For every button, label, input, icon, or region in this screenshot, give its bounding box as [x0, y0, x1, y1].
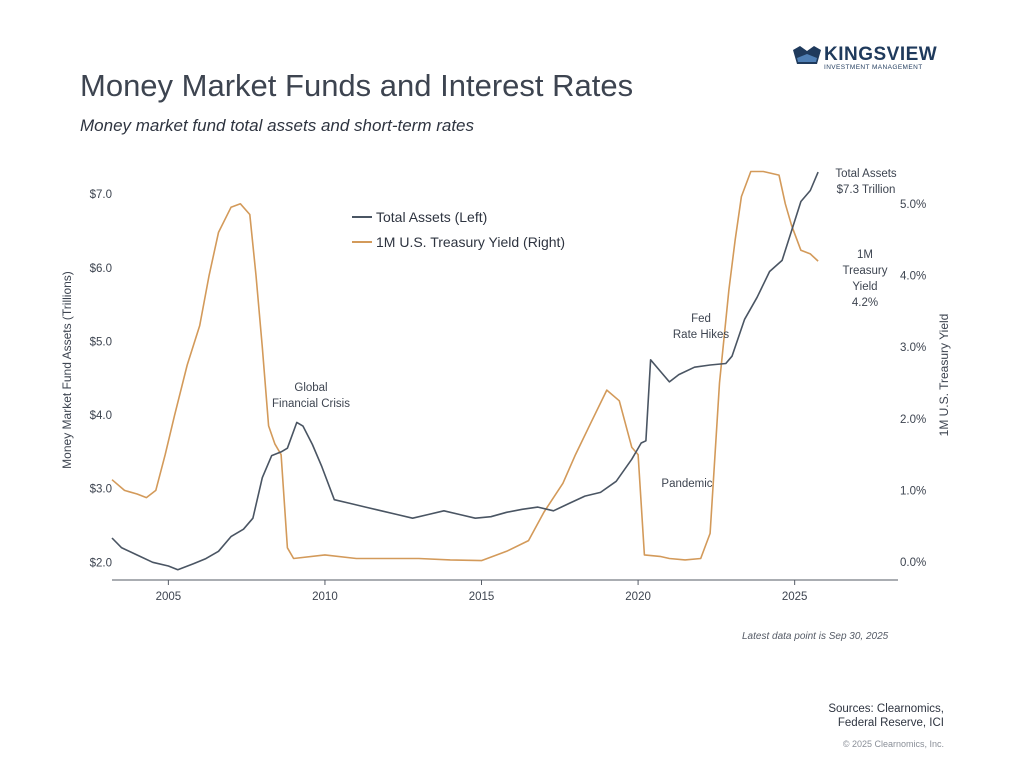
annotation-yield: Yield: [852, 281, 877, 293]
x-tick-label: 2020: [625, 591, 651, 603]
legend-label-assets: Total Assets (Left): [376, 209, 487, 225]
chart-axes: 2005 2010 2015 2020 2025 $2.0 $3.0 $4.0 $5.0 $6.0…: [60, 189, 951, 603]
crown-icon: [793, 46, 821, 64]
total-assets-line: [111, 171, 819, 571]
chart-legend: Total Assets (Left) 1M U.S. Treasury Yiel…: [352, 209, 565, 250]
x-tick-label: 2025: [782, 591, 808, 603]
y-right-tick-label: 3.0%: [900, 342, 926, 354]
annotation-pandemic: Pandemic: [661, 478, 712, 490]
y-left-tick-label: $2.0: [90, 557, 112, 569]
latest-data-note: Latest data point is Sep 30, 2025: [742, 631, 889, 642]
y-right-axis-title: 1M U.S. Treasury Yield: [937, 314, 951, 437]
y-right-tick-label: 4.0%: [900, 270, 926, 282]
y-left-tick-label: $3.0: [90, 484, 112, 496]
sources-note: Sources: Clearnomics, Federal Reserve, I…: [828, 702, 944, 730]
annotation-gfc: Global: [294, 382, 327, 394]
treasury-yield-line: [111, 170, 819, 562]
chart-series: [111, 170, 819, 571]
sources-line-1: Sources: Clearnomics,: [828, 703, 944, 715]
y-right-tick-label: 0.0%: [900, 557, 926, 569]
page-title: Money Market Funds and Interest Rates: [80, 68, 634, 103]
brand-logo: KINGSVIEW INVESTMENT MANAGEMENT: [793, 44, 937, 72]
annotation-total: $7.3 Trillion: [837, 184, 896, 196]
annotation-yield: Treasury: [843, 265, 888, 277]
y-left-tick-label: $6.0: [90, 263, 112, 275]
chart-annotations: Global Financial Crisis Fed Rate Hikes Pande…: [272, 168, 897, 490]
annotation-yield: 1M: [857, 249, 873, 261]
copyright: © 2025 Clearnomics, Inc.: [842, 739, 944, 749]
legend-label-yield: 1M U.S. Treasury Yield (Right): [376, 234, 565, 250]
annotation-total: Total Assets: [835, 168, 897, 180]
y-left-tick-label: $4.0: [90, 410, 112, 422]
x-tick-label: 2005: [156, 591, 182, 603]
y-left-tick-label: $5.0: [90, 336, 112, 348]
y-right-tick-label: 2.0%: [900, 414, 926, 426]
y-right-tick-label: 5.0%: [900, 199, 926, 211]
annotation-fed: Fed: [691, 313, 711, 325]
page-subtitle: Money market fund total assets and short…: [80, 116, 475, 135]
annotation-fed: Rate Hikes: [673, 329, 729, 341]
x-tick-label: 2010: [312, 591, 338, 603]
brand-tagline: INVESTMENT MANAGEMENT: [824, 64, 923, 71]
annotation-gfc: Financial Crisis: [272, 398, 350, 410]
brand-name: KINGSVIEW: [824, 44, 938, 65]
sources-line-2: Federal Reserve, ICI: [837, 717, 944, 729]
y-left-axis-title: Money Market Fund Assets (Trillions): [60, 271, 74, 469]
y-left-tick-label: $7.0: [90, 189, 112, 201]
y-right-tick-label: 1.0%: [900, 485, 926, 497]
x-tick-label: 2015: [469, 591, 495, 603]
annotation-yield: 4.2%: [852, 297, 878, 309]
